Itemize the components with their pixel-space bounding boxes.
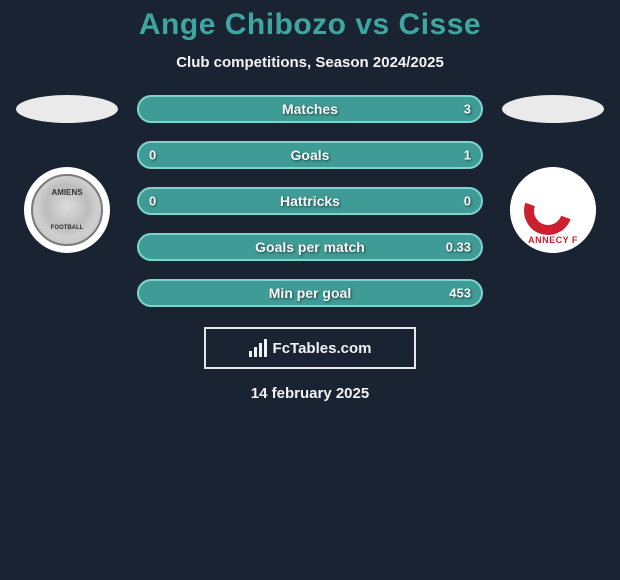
bar-chart-icon [249,339,267,357]
left-side: AMIENS FOOTBALL [11,95,123,253]
stat-bar: Min per goal 453 [137,279,483,307]
stat-left-value: 0 [149,148,156,163]
stat-bar: Goals per match 0.33 [137,233,483,261]
annecy-swoosh-icon [516,179,580,243]
annecy-crest: ANNECY F [510,167,596,253]
brand-box[interactable]: FcTables.com [204,327,416,369]
footer: FcTables.com 14 february 2025 [0,327,620,402]
player-avatar-left [16,95,118,123]
brand-text: FcTables.com [273,340,372,357]
club-badge-left: AMIENS FOOTBALL [24,167,110,253]
stat-bars: Matches 3 Goals 0 1 Hattricks 0 0 Goals per matc… [137,95,483,307]
right-side: ANNECY F [497,95,609,253]
date-text: 14 february 2025 [251,385,369,402]
subtitle: Club competitions, Season 2024/2025 [0,54,620,71]
stat-bar: Matches 3 [137,95,483,123]
compare-row: AMIENS FOOTBALL Matches 3 Goals 0 1 Hattricks… [0,95,620,307]
comparison-card: Ange Chibozo vs Cisse Club competitions,… [0,0,620,402]
stat-right-value: 3 [464,102,471,117]
stat-bar: Goals 0 1 [137,141,483,169]
stat-right-value: 0.33 [446,240,471,255]
crest-text-annecy: ANNECY F [510,235,596,245]
stat-left-value: 0 [149,194,156,209]
player-avatar-right [502,95,604,123]
stat-label: Min per goal [269,285,351,301]
page-title: Ange Chibozo vs Cisse [0,8,620,42]
stat-right-value: 1 [464,148,471,163]
amiens-crest: AMIENS FOOTBALL [31,174,103,246]
stat-label: Goals per match [255,239,365,255]
stat-right-value: 453 [449,286,471,301]
stat-label: Goals [291,147,330,163]
crest-text-bottom: FOOTBALL [51,225,84,231]
club-badge-right: ANNECY F [510,167,596,253]
stat-bar: Hattricks 0 0 [137,187,483,215]
stat-right-value: 0 [464,194,471,209]
crest-text-top: AMIENS [51,189,82,197]
stat-label: Hattricks [280,193,340,209]
stat-label: Matches [282,101,338,117]
